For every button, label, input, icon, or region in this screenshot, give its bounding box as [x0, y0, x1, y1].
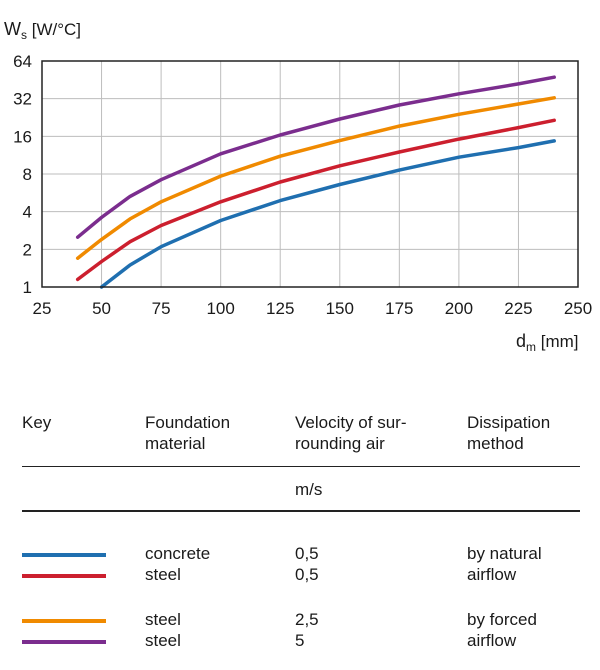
x-tick-label: 200 [445, 299, 473, 318]
series-line-1 [99, 139, 556, 289]
x-axis-label-sub: m [526, 340, 536, 354]
x-tick-label: 100 [206, 299, 234, 318]
y-tick-label: 2 [23, 240, 32, 259]
legend-header-material: Foundation material [145, 413, 231, 453]
x-axis-label: dm [mm] [516, 331, 579, 354]
y-tick-label: 4 [23, 203, 32, 222]
legend-material: steel [145, 565, 181, 584]
series-lines [75, 75, 556, 289]
legend-swatch-steel-0-5 [22, 574, 106, 578]
legend-header-velocity: Velocity of sur- rounding air [295, 413, 407, 453]
y-tick-label: 32 [13, 90, 32, 109]
x-tick-label: 50 [92, 299, 111, 318]
x-tick-label: 150 [326, 299, 354, 318]
y-axis-label-sub: s [21, 28, 27, 42]
x-axis-label-unit: [mm] [536, 332, 579, 351]
y-axis-label: Ws [W/°C] [4, 19, 81, 42]
x-tick-label: 250 [564, 299, 592, 318]
legend-method: airflow [467, 565, 517, 584]
legend-material: steel [145, 631, 181, 650]
x-tick-label: 175 [385, 299, 413, 318]
y-tick-label: 64 [13, 52, 32, 71]
legend-swatch-steel-5 [22, 640, 106, 644]
y-tick-label: 8 [23, 165, 32, 184]
series-line-2 [75, 118, 556, 282]
legend-velocity: 5 [295, 631, 305, 650]
legend-method: by forced [467, 610, 537, 629]
legend-material: concrete [145, 544, 211, 563]
plot-frame [41, 60, 579, 288]
tick-labels: 25 50 75 100 125 150 175 200 225 250 1 2 4 8 16 32 64 [13, 52, 592, 318]
legend-unit: m/s [295, 480, 323, 499]
legend-header-key: Key [22, 413, 52, 432]
x-axis-label-main: d [516, 331, 526, 351]
legend-table: Key Foundation material Velocity of sur-… [0, 400, 600, 670]
x-tick-label: 125 [266, 299, 294, 318]
y-axis-label-main: W [4, 19, 21, 39]
x-tick-label: 75 [152, 299, 171, 318]
y-axis-label-unit: [W/°C] [27, 20, 81, 39]
y-tick-label: 16 [13, 127, 32, 146]
legend-velocity: 0,5 [295, 544, 319, 563]
legend-method: by natural [467, 544, 542, 563]
legend-swatch-steel-2-5 [22, 619, 106, 623]
legend-method: airflow [467, 631, 517, 650]
legend-material: steel [145, 610, 181, 629]
chart: 25 50 75 100 125 150 175 200 225 250 1 2 4 8 16 32 64 Ws… [4, 19, 592, 354]
y-tick-label: 1 [23, 278, 32, 297]
legend-velocity: 2,5 [295, 610, 319, 629]
legend-divider-bottom [22, 510, 580, 512]
x-tick-label: 25 [33, 299, 52, 318]
legend-header-method: Dissipation method [467, 413, 551, 453]
series-line-3 [75, 96, 556, 260]
x-tick-label: 225 [504, 299, 532, 318]
legend-swatch-concrete-0-5 [22, 553, 106, 557]
series-line-4 [75, 75, 556, 239]
legend-divider-top [22, 466, 580, 467]
legend-velocity: 0,5 [295, 565, 319, 584]
